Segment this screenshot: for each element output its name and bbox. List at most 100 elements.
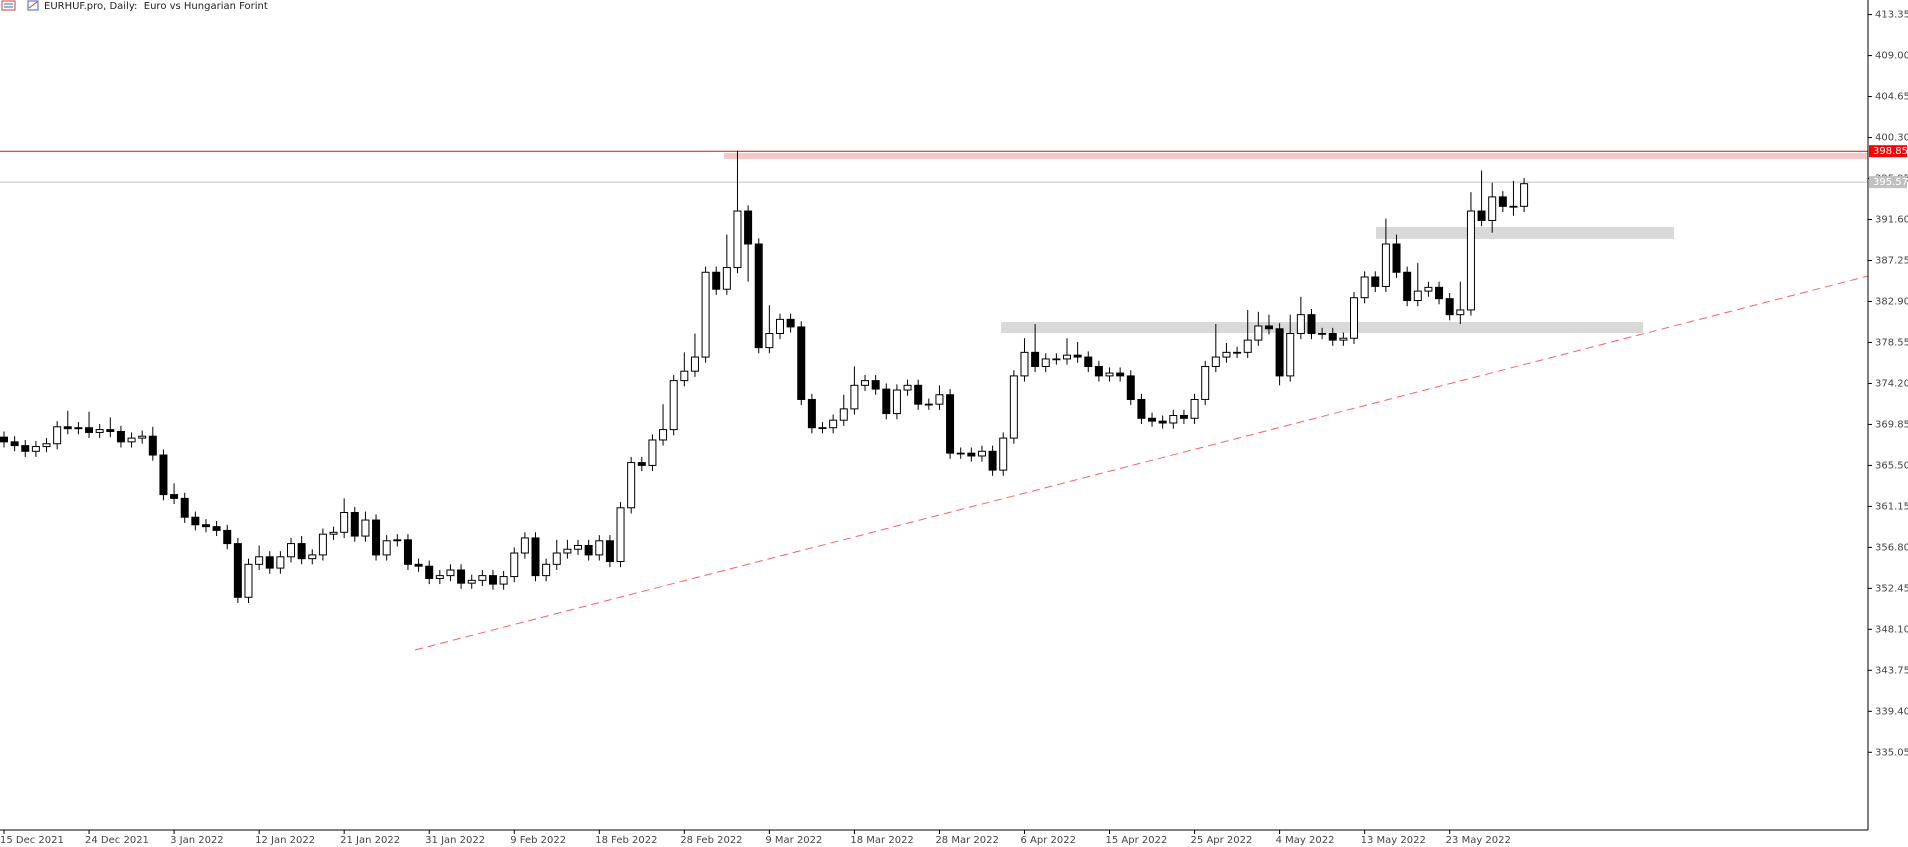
candle-body xyxy=(531,537,540,577)
candle-body xyxy=(818,427,827,430)
candle-body xyxy=(53,426,62,445)
candle-body xyxy=(467,579,476,584)
x-tick-label: 18 Mar 2022 xyxy=(850,835,913,846)
y-tick-label: 413.35 xyxy=(1875,10,1908,21)
candle-body xyxy=(510,552,519,578)
candle-body xyxy=(903,384,912,391)
candle-body xyxy=(1063,354,1071,360)
candle-body xyxy=(690,356,699,372)
candle-body xyxy=(871,380,880,390)
candle-body xyxy=(999,437,1008,471)
candle-body xyxy=(744,210,753,245)
candle-body xyxy=(0,436,8,443)
x-tick-label: 31 Jan 2022 xyxy=(425,835,485,846)
candle-body xyxy=(425,565,434,579)
candle-body xyxy=(574,544,583,550)
candle-body xyxy=(765,333,774,349)
candle-body xyxy=(1328,333,1337,341)
y-tick-label: 348.10 xyxy=(1875,624,1908,635)
x-tick-label: 23 May 2022 xyxy=(1446,835,1511,846)
header: EURHUF.pro, Daily: Euro vs Hungarian For… xyxy=(1,0,268,12)
candle-body xyxy=(1339,337,1348,341)
icon xyxy=(28,1,38,9)
candle-body xyxy=(287,543,296,558)
y-tick-label: 387.25 xyxy=(1875,255,1908,266)
candle-body xyxy=(882,388,891,415)
x-tick-label: 15 Dec 2021 xyxy=(0,835,64,846)
candle-body xyxy=(892,389,901,415)
candle-body xyxy=(1020,351,1029,377)
support-zone xyxy=(1001,322,1643,333)
candle-body xyxy=(1381,243,1390,287)
candle-body xyxy=(1286,333,1295,377)
candle-body xyxy=(1009,375,1018,439)
candle-body xyxy=(340,512,349,533)
candle-body xyxy=(403,539,412,565)
candle-body xyxy=(276,556,285,569)
candle-body xyxy=(850,384,859,410)
y-tick-label: 378.55 xyxy=(1875,337,1908,348)
price-label: 398.85 xyxy=(1873,146,1908,157)
price-label: 395.57 xyxy=(1873,177,1908,188)
candle-body xyxy=(1488,196,1497,221)
candle-body xyxy=(393,539,402,542)
x-tick-label: 9 Mar 2022 xyxy=(765,835,822,846)
candle-body xyxy=(839,408,848,421)
candle-body xyxy=(42,443,51,448)
candle-body xyxy=(308,554,317,560)
candle-body xyxy=(701,271,710,358)
y-tick-label: 365.50 xyxy=(1875,460,1908,471)
candle-body xyxy=(138,435,147,439)
candle-body xyxy=(1031,351,1040,367)
candle-body xyxy=(595,540,604,556)
candle-body xyxy=(914,384,923,405)
candle-body xyxy=(829,419,838,429)
candle-body xyxy=(1403,271,1412,302)
candle-body xyxy=(1148,417,1157,422)
x-tick-label: 28 Feb 2022 xyxy=(680,835,742,846)
candle-body xyxy=(159,454,168,496)
candle-body xyxy=(457,569,466,584)
y-tick-label: 335.05 xyxy=(1875,747,1908,758)
candle-body xyxy=(605,540,614,562)
candle-body xyxy=(967,452,976,457)
candle-body xyxy=(1041,358,1050,367)
candle-body xyxy=(31,446,40,452)
y-tick-label: 339.40 xyxy=(1875,706,1908,717)
x-tick-label: 4 May 2022 xyxy=(1276,835,1335,846)
candle-body xyxy=(956,452,965,455)
candle-body xyxy=(988,450,997,471)
candle-body xyxy=(563,548,572,554)
candle-body xyxy=(924,403,933,406)
support-zone xyxy=(1376,227,1674,239)
candle-body xyxy=(659,429,668,441)
candle-body xyxy=(499,576,508,585)
candle-body xyxy=(1222,351,1231,358)
candle-body xyxy=(946,394,955,454)
x-tick-label: 18 Feb 2022 xyxy=(595,835,657,846)
x-tick-label: 3 Jan 2022 xyxy=(170,835,224,846)
candle-body xyxy=(807,398,816,429)
candle-body xyxy=(1169,414,1178,424)
y-tick-label: 400.30 xyxy=(1875,133,1908,144)
candle-body xyxy=(106,429,115,432)
candle-body xyxy=(255,556,264,565)
candle-body xyxy=(1264,325,1273,330)
x-tick-label: 21 Jan 2022 xyxy=(340,835,400,846)
candle-body xyxy=(754,243,763,349)
candle-body xyxy=(1413,290,1422,302)
candle-body xyxy=(223,529,232,545)
candle-body xyxy=(786,318,795,328)
y-tick-label: 404.65 xyxy=(1875,92,1908,103)
candle-body xyxy=(1073,354,1082,358)
candle-body xyxy=(85,427,94,433)
x-tick-label: 24 Dec 2021 xyxy=(85,835,149,846)
candle-body xyxy=(1435,286,1444,300)
candle-body xyxy=(861,380,870,386)
x-tick-label: 28 Mar 2022 xyxy=(935,835,998,846)
candle-body xyxy=(127,437,136,443)
candle-body xyxy=(1498,196,1507,207)
icon xyxy=(1,0,16,11)
candle-body xyxy=(733,210,742,269)
y-tick-label: 352.45 xyxy=(1875,583,1908,594)
